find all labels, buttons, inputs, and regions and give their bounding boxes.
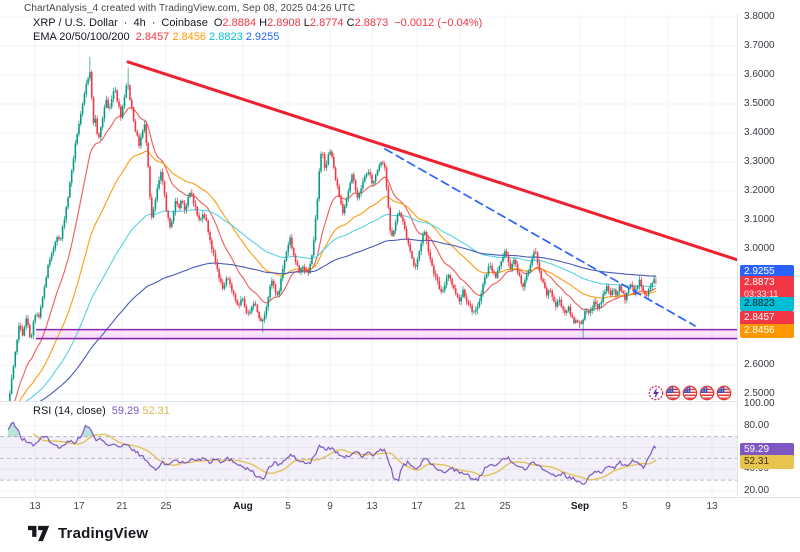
- time-axis-label: 25: [499, 501, 511, 512]
- price-axis-label: 3.4000: [744, 127, 775, 138]
- rsi-value: 52.31: [142, 405, 170, 417]
- ema-value: 2.8823: [209, 31, 246, 43]
- time-axis-label: 9: [665, 501, 671, 512]
- time-axis-label: Sep: [570, 501, 590, 512]
- ema-label: EMA 20/50/100/200: [33, 31, 130, 43]
- separator-dot: ·: [123, 17, 128, 29]
- rsi-value-badge: 59.29: [740, 443, 794, 457]
- tradingview-logo-icon: [27, 525, 50, 542]
- time-axis-label: 21: [116, 501, 128, 512]
- price-axis-label: 3.0000: [744, 243, 775, 254]
- ohlc-value: 2.8774: [309, 17, 347, 29]
- ohlc-key: C: [346, 17, 355, 29]
- price-axis-label: 3.6000: [744, 69, 775, 80]
- us-flag-circle-icon[interactable]: [682, 385, 698, 401]
- time-axis-label: 5: [622, 501, 628, 512]
- price-axis-label: 3.2000: [744, 185, 775, 196]
- ema-value: 2.9255: [245, 31, 280, 43]
- price-axis-label: 2.6000: [744, 359, 775, 370]
- indicator-price-badge: 2.8456: [740, 324, 794, 338]
- us-flag-circle-icon[interactable]: [699, 385, 715, 401]
- ohlc-value: 2.8873: [354, 17, 389, 29]
- ohlc-key: L: [303, 17, 310, 29]
- exchange-label: Coinbase: [161, 17, 208, 29]
- rsi-legend[interactable]: RSI (14, close) 59.29 52.31: [33, 405, 170, 417]
- ema-value: 2.8456: [172, 31, 210, 43]
- indicator-price-badge: 2.8457: [740, 311, 794, 325]
- price-axis-label: 3.1000: [744, 214, 775, 225]
- lightning-circle-icon[interactable]: [648, 385, 664, 401]
- price-axis-label: 3.5000: [744, 98, 775, 109]
- symbol-name: XRP / U.S. Dollar: [33, 17, 118, 29]
- separator-dot: ·: [151, 17, 156, 29]
- ohlc-key: O: [213, 17, 223, 29]
- rsi-value-badge: 52.31: [740, 455, 794, 469]
- indicator-price-badge: 2.9255: [740, 265, 794, 279]
- price-axis-label: 3.8000: [744, 11, 775, 22]
- time-axis-label: 25: [160, 501, 172, 512]
- change-value: −0.0012 (−0.04%): [394, 17, 483, 29]
- tradingview-logo[interactable]: TradingView: [27, 525, 148, 542]
- pane-separator[interactable]: [0, 401, 737, 402]
- time-axis-label: 21: [454, 501, 466, 512]
- time-axis-label: 13: [366, 501, 378, 512]
- time-axis-label: 17: [73, 501, 85, 512]
- time-axis-label: Aug: [233, 501, 253, 512]
- ema-value: 2.8457: [135, 31, 173, 43]
- last-price-badge: 2.8873 03:33:11: [740, 276, 794, 300]
- time-axis-label: 9: [327, 501, 333, 512]
- ema-values: 2.8457 2.8456 2.8823 2.9255: [136, 31, 280, 43]
- time-axis-separator: [0, 497, 800, 498]
- rsi-label: RSI (14, close): [33, 405, 106, 417]
- price-axis-label: 2.5000: [744, 388, 775, 399]
- countdown-timer: 03:33:11: [744, 289, 779, 299]
- chart-stickers[interactable]: [648, 385, 732, 401]
- time-axis-label: 13: [29, 501, 41, 512]
- ohlc-values: O2.8884 H2.8908 L2.8774 C2.8873: [214, 17, 388, 29]
- price-axis-label: 3.7000: [744, 40, 775, 51]
- rsi-axis-label: 100.00: [744, 398, 775, 409]
- ema-legend[interactable]: EMA 20/50/100/200 2.8457 2.8456 2.8823 2…: [33, 31, 279, 43]
- indicator-price-badge: 2.8823: [740, 297, 794, 311]
- ohlc-key: H: [259, 17, 268, 29]
- price-scale-separator: [737, 14, 738, 497]
- tradingview-logo-text: TradingView: [58, 525, 149, 542]
- rsi-axis-label: 80.00: [744, 419, 770, 431]
- us-flag-circle-icon[interactable]: [665, 385, 681, 401]
- us-flag-circle-icon[interactable]: [716, 385, 732, 401]
- interval-label: 4h: [133, 17, 146, 29]
- symbol-legend[interactable]: XRP / U.S. Dollar · 4h · Coinbase O2.888…: [33, 17, 482, 29]
- rsi-axis-label: 20.00: [744, 485, 770, 496]
- time-axis-label: 17: [411, 501, 423, 512]
- ohlc-value: 2.8908: [267, 17, 304, 29]
- chart-title-bar: ChartAnalysis_4 created with TradingView…: [24, 3, 356, 14]
- time-axis-label: 13: [706, 501, 718, 512]
- rsi-values: 59.29 52.31: [112, 405, 170, 417]
- rsi-value: 59.29: [111, 405, 143, 417]
- price-axis-label: 3.3000: [744, 156, 775, 167]
- time-axis-label: 5: [285, 501, 291, 512]
- ohlc-value: 2.8884: [222, 17, 260, 29]
